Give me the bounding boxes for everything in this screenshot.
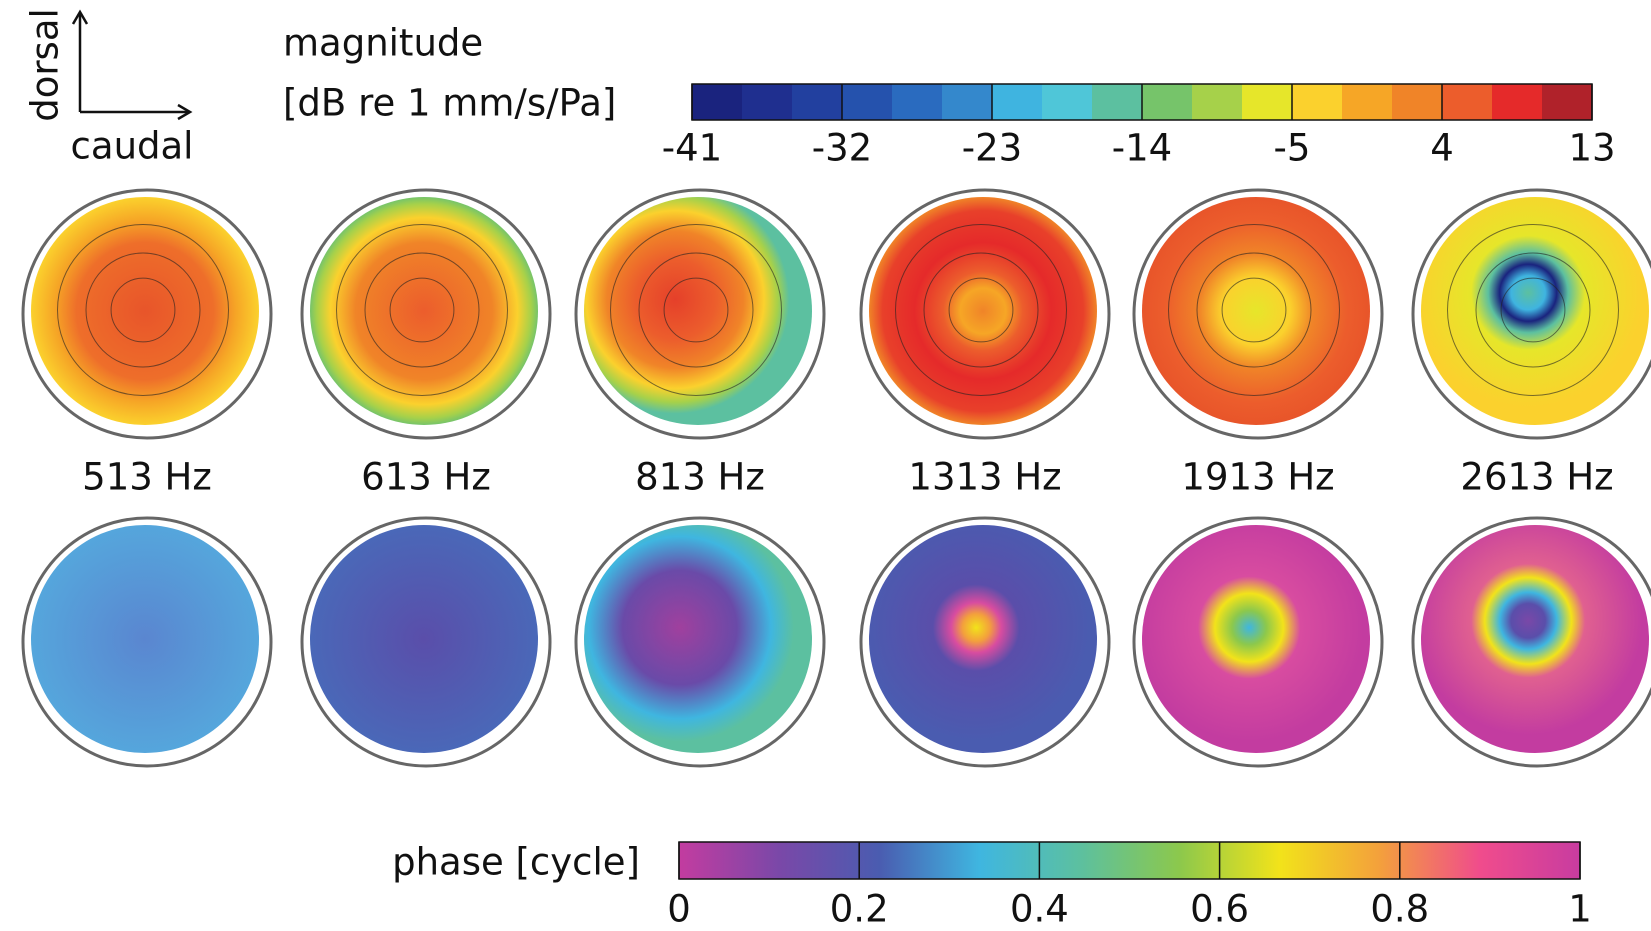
colorbar-band [842,84,893,120]
colorbar-band [1242,84,1293,120]
dorsal-label: dorsal [24,8,67,122]
colorbar-band [1442,84,1493,120]
colorbar-band [942,84,993,120]
frequency-label: 1913 Hz [1181,456,1334,499]
phase-map [310,525,538,753]
colorbar-tick-label: 0.4 [1010,888,1069,931]
colorbar-band [792,84,843,120]
colorbar-tick-label: -41 [662,127,722,170]
orientation-arrows [73,12,190,119]
magnitude-map [869,197,1097,425]
frequency-label: 2613 Hz [1460,456,1613,499]
colorbar-tick-label: -23 [962,127,1022,170]
frequency-label: 1313 Hz [908,456,1061,499]
phase-title: phase [cycle] [392,841,640,884]
figure: dorsal caudal magnitude [dB re 1 mm/s/Pa… [0,0,1651,931]
colorbar-band [1392,84,1443,120]
colorbar-tick-label: 1 [1568,888,1592,931]
magnitude-title: magnitude [283,22,483,65]
phase-map [584,525,812,753]
colorbar-band [742,84,793,120]
frequency-label: 513 Hz [82,456,212,499]
colorbar-tick-label: -32 [812,127,872,170]
colorbar-band [1342,84,1393,120]
colorbar-band [992,84,1043,120]
phase-map [869,525,1097,753]
colorbar-tick-label: 0.2 [830,888,889,931]
colorbar-band [1042,84,1093,120]
phase-colorbar [679,842,1580,879]
magnitude-map [584,197,812,425]
colorbar-band [1542,84,1593,120]
colorbar-tick-label: 13 [1568,127,1615,170]
colorbar-band [892,84,943,120]
frequency-label: 813 Hz [635,456,765,499]
magnitude-map [31,197,259,425]
frequency-label: 613 Hz [361,456,491,499]
magnitude-map [310,197,538,425]
caudal-label: caudal [71,125,194,168]
magnitude-map [1142,197,1370,425]
colorbar-band [1192,84,1243,120]
magnitude-map [1421,197,1649,425]
magnitude-unit: [dB re 1 mm/s/Pa] [283,82,616,125]
colorbar-band [1292,84,1343,120]
phase-map [1421,525,1649,753]
phase-map [31,525,259,753]
colorbar-band [1142,84,1193,120]
colorbar-tick-label: 4 [1430,127,1454,170]
colorbar-band [1092,84,1143,120]
colorbar-tick-label: 0.8 [1370,888,1429,931]
colorbar-tick-label: 0 [667,888,691,931]
colorbar-tick-label: 0.6 [1190,888,1249,931]
colorbar-band [692,84,743,120]
phase-map [1142,525,1370,753]
colorbar-tick-label: -14 [1112,127,1172,170]
colorbar-band [1492,84,1543,120]
colorbar-tick-label: -5 [1274,127,1311,170]
